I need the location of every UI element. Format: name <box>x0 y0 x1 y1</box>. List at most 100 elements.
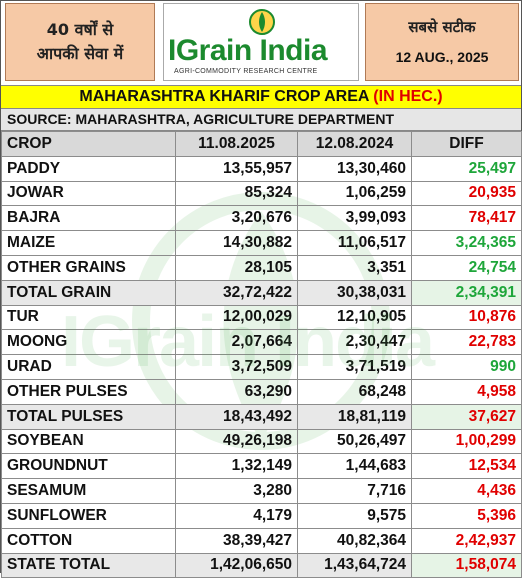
diff-cell: 24,754 <box>411 254 522 281</box>
diff-cell: 78,417 <box>411 205 522 232</box>
area-2024-cell: 9,575 <box>297 502 412 529</box>
area-2025-cell: 85,324 <box>175 180 298 207</box>
table-row: TOTAL GRAIN 32,72,422 30,38,031 2,34,391 <box>1 279 522 306</box>
crop-name-cell: TOTAL PULSES <box>1 403 176 430</box>
source-line: SOURCE: MAHARASHTRA, AGRICULTURE DEPARTM… <box>1 109 521 131</box>
crop-name-cell: OTHER GRAINS <box>1 254 176 281</box>
accuracy-badge: सबसे सटीक 12 AUG., 2025 <box>365 3 519 81</box>
area-2024-cell: 40,82,364 <box>297 527 412 554</box>
table-row: URAD 3,72,509 3,71,519 990 <box>1 354 522 380</box>
table-body: PADDY 13,55,957 13,30,460 25,497 JOWAR 85,324… <box>1 155 522 578</box>
area-2025-cell: 3,280 <box>175 478 298 504</box>
area-2025-cell: 38,39,427 <box>175 527 298 554</box>
column-header-2025: 11.08.2025 <box>175 131 298 157</box>
column-header-diff: DIFF <box>411 131 522 157</box>
report-title-unit: (IN HEC.) <box>373 88 443 105</box>
brand-logo: IGrain India AGRI-COMMODITY RESEARCH CEN… <box>163 3 359 81</box>
area-2025-cell: 4,179 <box>175 502 298 529</box>
area-2024-cell: 1,06,259 <box>297 180 412 207</box>
table-row: PADDY 13,55,957 13,30,460 25,497 <box>1 155 522 182</box>
area-2024-cell: 18,81,119 <box>297 403 412 430</box>
diff-cell: 2,42,937 <box>411 527 522 554</box>
diff-cell: 990 <box>411 354 522 380</box>
area-2024-cell: 3,71,519 <box>297 354 412 380</box>
table-row: OTHER PULSES 63,290 68,248 4,958 <box>1 378 522 405</box>
diff-cell: 22,783 <box>411 329 522 356</box>
area-2025-cell: 13,55,957 <box>175 155 298 182</box>
area-2024-cell: 1,44,683 <box>297 453 412 480</box>
diff-cell: 1,00,299 <box>411 428 522 455</box>
area-2024-cell: 30,38,031 <box>297 279 412 306</box>
area-2024-cell: 50,26,497 <box>297 428 412 455</box>
accuracy-label: सबसे सटीक <box>408 18 476 36</box>
diff-cell: 5,396 <box>411 502 522 529</box>
column-header-crop: CROP <box>1 131 176 157</box>
header: 40 वर्षों से आपकी सेवा में IGrain India … <box>1 1 521 83</box>
diff-cell: 20,935 <box>411 180 522 207</box>
table-row: GROUNDNUT 1,32,149 1,44,683 12,534 <box>1 453 522 480</box>
area-2025-cell: 14,30,882 <box>175 230 298 256</box>
area-2025-cell: 1,42,06,650 <box>175 552 298 578</box>
diff-cell: 3,24,365 <box>411 230 522 256</box>
crop-name-cell: MAIZE <box>1 230 176 256</box>
experience-badge: 40 वर्षों से आपकी सेवा में <box>5 3 155 81</box>
area-2025-cell: 3,20,676 <box>175 205 298 232</box>
area-2025-cell: 28,105 <box>175 254 298 281</box>
diff-cell: 25,497 <box>411 155 522 182</box>
area-2024-cell: 12,10,905 <box>297 304 412 331</box>
area-2024-cell: 68,248 <box>297 378 412 405</box>
crop-name-cell: TUR <box>1 304 176 331</box>
crop-name-cell: JOWAR <box>1 180 176 207</box>
crop-name-cell: BAJRA <box>1 205 176 232</box>
brand-name: IGrain India <box>168 34 328 67</box>
crop-area-table: CROP 11.08.2025 12.08.2024 DIFF PADDY 13,… <box>1 131 522 578</box>
crop-name-cell: GROUNDNUT <box>1 453 176 480</box>
area-2025-cell: 32,72,422 <box>175 279 298 306</box>
table-row: BAJRA 3,20,676 3,99,093 78,417 <box>1 205 522 232</box>
crop-name-cell: OTHER PULSES <box>1 378 176 405</box>
table-row: STATE TOTAL 1,42,06,650 1,43,64,724 1,58,07… <box>1 552 522 578</box>
brand-tagline: AGRI-COMMODITY RESEARCH CENTRE <box>174 68 318 75</box>
experience-line-2: आपकी सेवा में <box>36 44 124 63</box>
diff-cell: 12,534 <box>411 453 522 480</box>
table-row: SOYBEAN 49,26,198 50,26,497 1,00,299 <box>1 428 522 455</box>
table-row: OTHER GRAINS 28,105 3,351 24,754 <box>1 254 522 281</box>
table-row: COTTON 38,39,427 40,82,364 2,42,937 <box>1 527 522 554</box>
area-2025-cell: 49,26,198 <box>175 428 298 455</box>
column-header-2024: 12.08.2024 <box>297 131 412 157</box>
crop-name-cell: SOYBEAN <box>1 428 176 455</box>
diff-cell: 37,627 <box>411 403 522 430</box>
crop-name-cell: SUNFLOWER <box>1 502 176 529</box>
table-row: SUNFLOWER 4,179 9,575 5,396 <box>1 502 522 529</box>
crop-name-cell: COTTON <box>1 527 176 554</box>
diff-cell: 1,58,074 <box>411 552 522 578</box>
area-2025-cell: 3,72,509 <box>175 354 298 380</box>
crop-name-cell: SESAMUM <box>1 478 176 504</box>
diff-cell: 2,34,391 <box>411 279 522 306</box>
area-2024-cell: 13,30,460 <box>297 155 412 182</box>
table-header-row: CROP 11.08.2025 12.08.2024 DIFF <box>1 131 522 157</box>
grain-logo-icon <box>249 9 275 35</box>
report-title: MAHARASHTRA KHARIF CROP AREA (IN HEC.) <box>1 85 521 109</box>
area-2024-cell: 3,99,093 <box>297 205 412 232</box>
area-2024-cell: 2,30,447 <box>297 329 412 356</box>
area-2024-cell: 7,716 <box>297 478 412 504</box>
table-row: TUR 12,00,029 12,10,905 10,876 <box>1 304 522 331</box>
table-row: SESAMUM 3,280 7,716 4,436 <box>1 478 522 504</box>
area-2024-cell: 3,351 <box>297 254 412 281</box>
area-2025-cell: 18,43,492 <box>175 403 298 430</box>
crop-name-cell: URAD <box>1 354 176 380</box>
table-row: JOWAR 85,324 1,06,259 20,935 <box>1 180 522 207</box>
area-2025-cell: 1,32,149 <box>175 453 298 480</box>
table-row: TOTAL PULSES 18,43,492 18,81,119 37,627 <box>1 403 522 430</box>
report-date: 12 AUG., 2025 <box>395 49 489 65</box>
crop-name-cell: PADDY <box>1 155 176 182</box>
diff-cell: 10,876 <box>411 304 522 331</box>
experience-line-1: 40 वर्षों से <box>46 20 114 39</box>
crop-name-cell: STATE TOTAL <box>1 552 176 578</box>
crop-name-cell: TOTAL GRAIN <box>1 279 176 306</box>
area-2025-cell: 63,290 <box>175 378 298 405</box>
diff-cell: 4,436 <box>411 478 522 504</box>
area-2024-cell: 1,43,64,724 <box>297 552 412 578</box>
